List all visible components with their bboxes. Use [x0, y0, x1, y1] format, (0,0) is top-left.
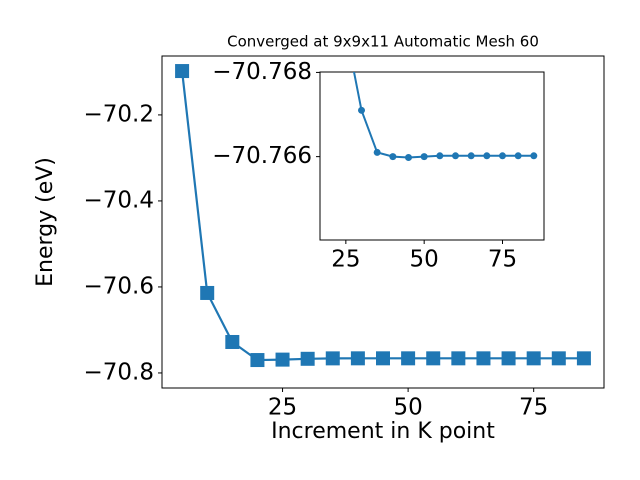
marker	[376, 351, 390, 366]
x-tick-label: 50	[410, 247, 439, 273]
marker	[436, 152, 444, 160]
marker	[373, 148, 381, 156]
marker	[476, 351, 491, 366]
x-tick-label: 25	[268, 395, 297, 421]
y-tick-label: −70.2	[84, 101, 154, 127]
marker	[451, 351, 466, 366]
x-tick-label: 50	[393, 395, 422, 421]
marker	[501, 351, 516, 366]
marker	[401, 351, 416, 366]
marker	[200, 285, 215, 300]
marker	[514, 152, 522, 160]
x-tick-label: 75	[488, 247, 517, 273]
y-tick-label: −70.4	[84, 187, 154, 213]
plot-area	[175, 64, 591, 368]
marker	[389, 153, 397, 161]
marker	[300, 351, 315, 366]
plot-area	[352, 72, 538, 161]
marker	[530, 152, 538, 160]
marker	[275, 352, 290, 367]
marker	[498, 152, 506, 160]
marker	[576, 351, 591, 366]
marker	[325, 351, 340, 366]
marker	[551, 351, 566, 366]
marker	[526, 351, 541, 366]
marker	[250, 353, 265, 368]
y-tick-label: −70.766	[212, 143, 312, 169]
marker	[420, 153, 428, 161]
x-tick-label: 25	[331, 247, 360, 273]
marker	[467, 152, 475, 160]
y-tick-label: −70.768	[212, 59, 312, 85]
y-axis-label: Energy (eV)	[33, 157, 58, 287]
chart-title: Converged at 9x9x11 Automatic Mesh 60	[227, 33, 539, 51]
marker	[350, 351, 365, 366]
marker	[175, 64, 190, 79]
x-tick-label: 75	[519, 395, 548, 421]
marker	[358, 106, 366, 114]
y-tick-label: −70.6	[84, 273, 154, 299]
marker	[225, 334, 240, 349]
marker	[426, 351, 441, 366]
marker	[483, 152, 491, 160]
marker	[405, 153, 413, 161]
y-tick-label: −70.8	[84, 359, 154, 385]
marker	[451, 152, 459, 160]
x-axis-label: Increment in K point	[271, 419, 495, 444]
